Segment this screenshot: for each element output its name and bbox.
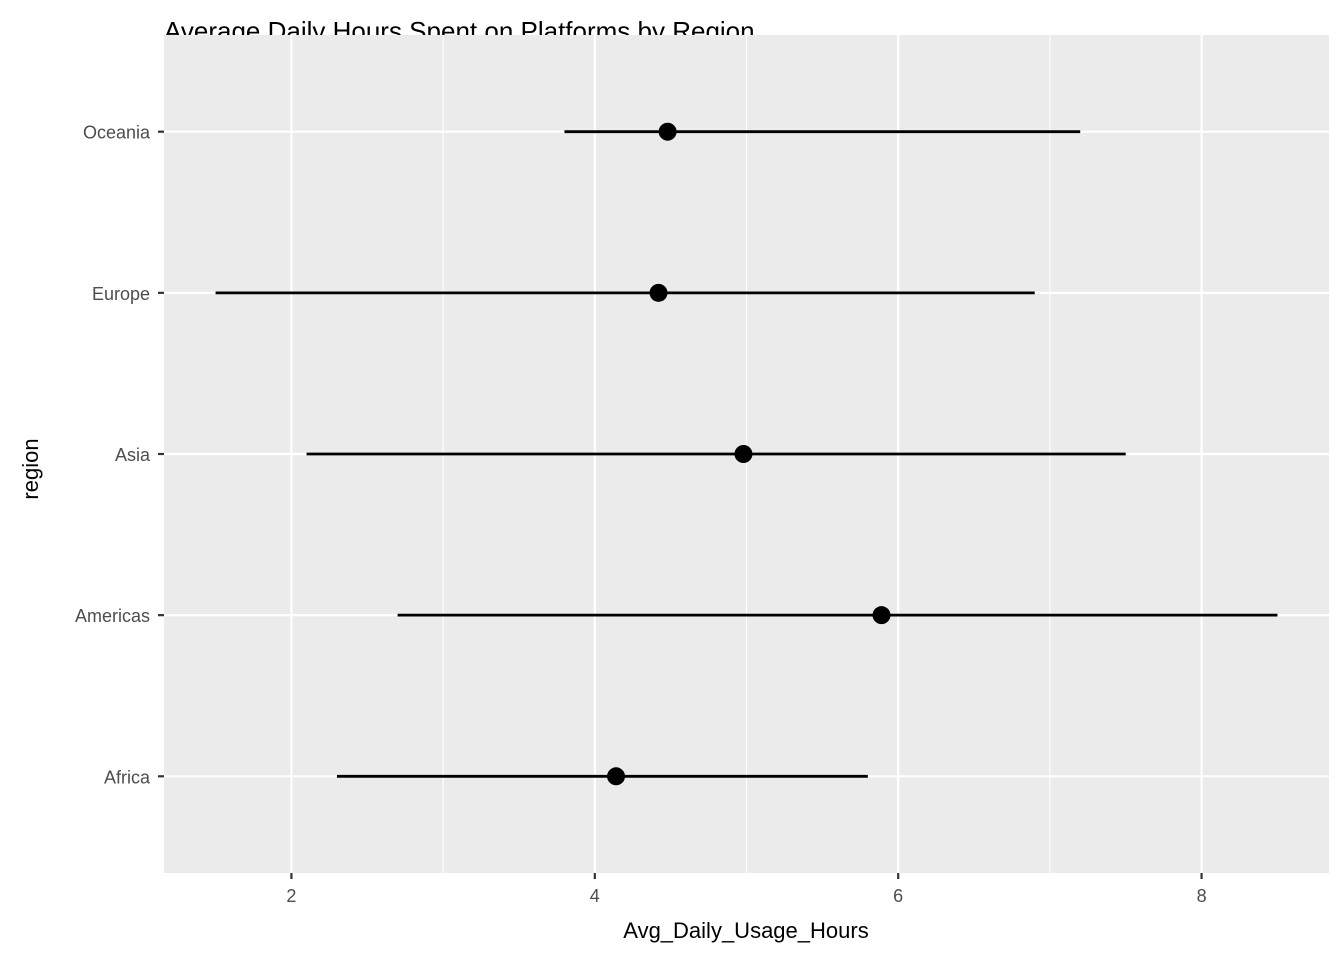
y-tick-label: Europe xyxy=(92,284,150,304)
x-axis-title: Avg_Daily_Usage_Hours xyxy=(623,918,868,943)
y-tick-label: Asia xyxy=(115,445,151,465)
mean-point-oceania xyxy=(658,122,677,141)
mean-point-africa xyxy=(607,767,626,786)
x-tick-label: 6 xyxy=(893,886,903,906)
x-tick-label: 2 xyxy=(286,886,296,906)
mean-point-asia xyxy=(734,445,753,463)
x-tick-label: 4 xyxy=(590,886,600,906)
mean-point-europe xyxy=(649,283,668,302)
y-tick-label: Africa xyxy=(104,767,151,787)
axes-layer: 2 4 6 8 Africa Americas Asia Europe Oceania xyxy=(75,123,1207,906)
y-tick-label: Oceania xyxy=(83,123,151,143)
marks-layer xyxy=(215,122,1278,786)
x-tick-label: 8 xyxy=(1197,886,1207,906)
y-axis-title: region xyxy=(18,438,43,499)
mean-point-americas xyxy=(872,606,891,625)
y-tick-label: Americas xyxy=(75,606,150,626)
